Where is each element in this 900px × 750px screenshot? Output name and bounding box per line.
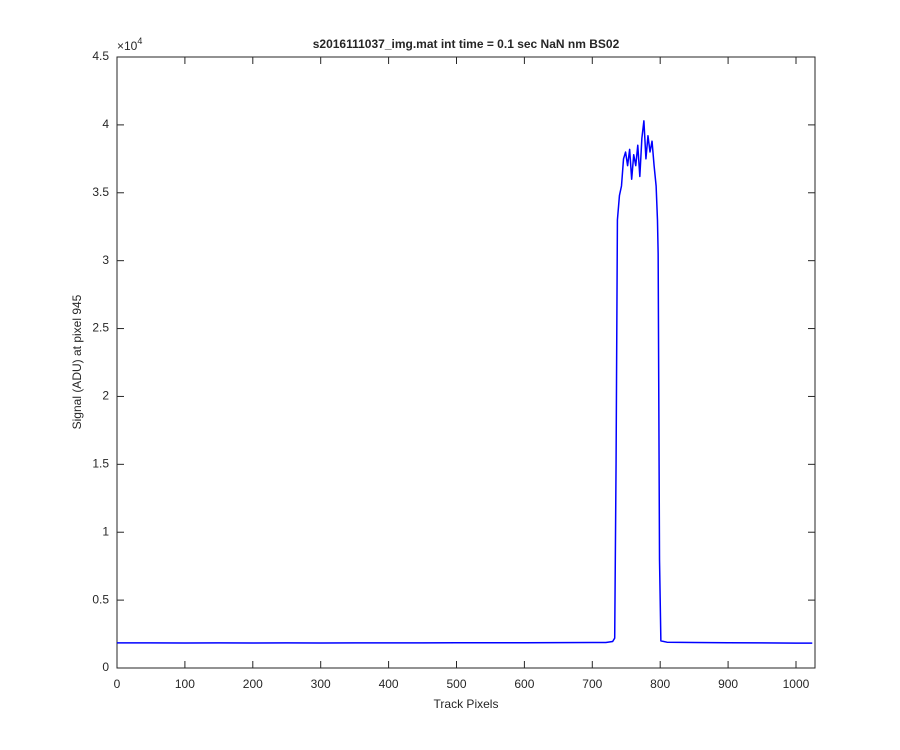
- y-tick-label: 0: [102, 660, 109, 674]
- y-tick-label: 3.5: [92, 185, 109, 199]
- x-tick-label: 0: [114, 677, 121, 691]
- x-tick-label: 900: [718, 677, 738, 691]
- y-scale-base: ×10: [117, 39, 138, 53]
- x-tick-label: 1000: [783, 677, 810, 691]
- x-tick-label: 300: [311, 677, 331, 691]
- y-tick-label: 4: [102, 117, 109, 131]
- chart-title: s2016111037_img.mat int time = 0.1 sec N…: [313, 37, 620, 51]
- y-axis-label: Signal (ADU) at pixel 945: [70, 294, 84, 429]
- y-tick-label: 4.5: [92, 49, 109, 63]
- y-tick-label: 1.5: [92, 457, 109, 471]
- x-tick-label: 400: [379, 677, 399, 691]
- x-axis-label: Track Pixels: [434, 697, 499, 711]
- x-tick-label: 700: [582, 677, 602, 691]
- data-line: [117, 120, 813, 644]
- y-scale-label: ×104: [117, 36, 142, 53]
- y-scale-exponent: 4: [137, 36, 142, 46]
- y-tick-label: 3: [102, 253, 109, 267]
- x-tick-label: 800: [650, 677, 670, 691]
- x-tick-label: 500: [446, 677, 466, 691]
- y-tick-label: 2.5: [92, 321, 109, 335]
- y-tick-label: 0.5: [92, 592, 109, 606]
- x-tick-label: 200: [243, 677, 263, 691]
- x-tick-label: 600: [514, 677, 534, 691]
- plot-box: [116, 56, 816, 669]
- y-tick-label: 1: [102, 524, 109, 538]
- y-tick-label: 2: [102, 389, 109, 403]
- x-tick-label: 100: [175, 677, 195, 691]
